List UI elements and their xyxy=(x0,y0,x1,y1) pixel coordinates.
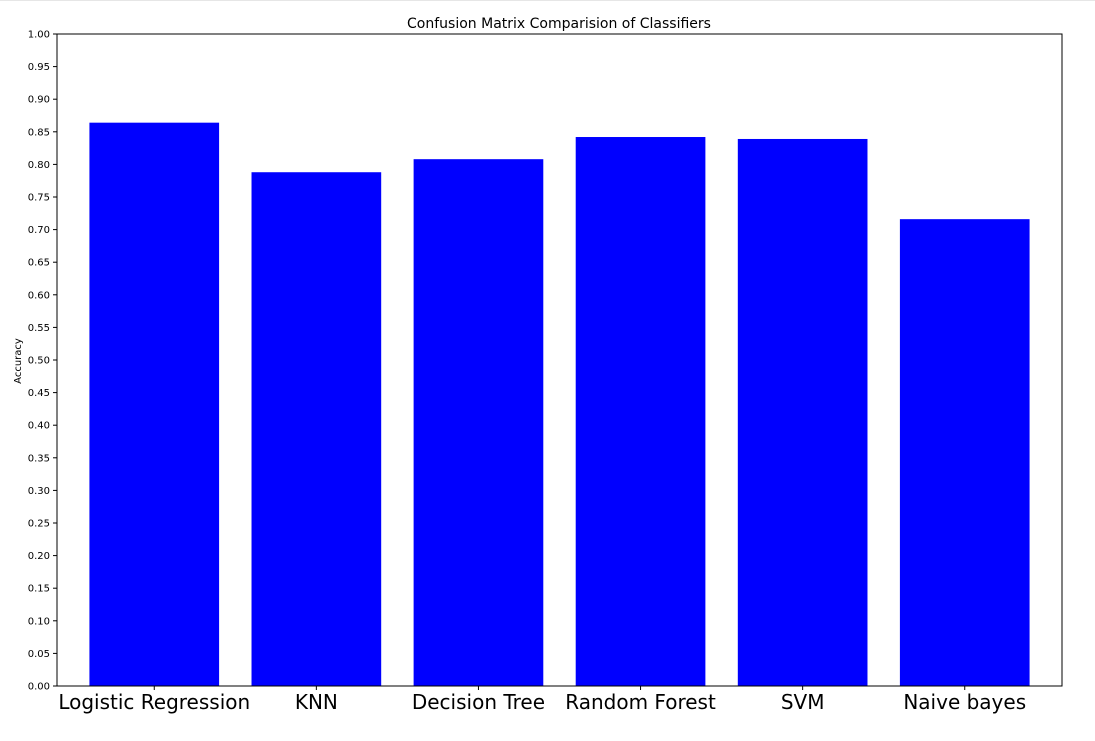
y-tick-label: 0.90 xyxy=(28,95,50,106)
bars xyxy=(89,122,1030,687)
y-tick-label: 0.30 xyxy=(28,486,50,497)
y-axis-label: Accuracy xyxy=(13,338,24,384)
y-tick-label: 0.70 xyxy=(28,225,50,236)
y-tick-label: 0.40 xyxy=(28,421,50,432)
y-tick-label: 0.15 xyxy=(28,584,50,595)
y-axis: 0.00 0.05 0.10 0.15 0.20 0.25 0.30 0.35 0.40 0.45… xyxy=(28,30,57,693)
y-tick-label: 0.20 xyxy=(28,551,50,562)
y-tick-label: 0.85 xyxy=(28,127,50,138)
x-tick-label: KNN xyxy=(295,690,338,714)
y-tick-label: 0.35 xyxy=(28,453,50,464)
x-axis: Logistic Regression KNN Decision Tree Rando… xyxy=(58,686,1026,714)
y-tick-label: 0.75 xyxy=(28,193,50,204)
y-tick-label: 0.45 xyxy=(28,388,50,399)
bar-logistic-regression xyxy=(89,122,220,686)
chart-title: Confusion Matrix Comparision of Classifi… xyxy=(407,16,711,32)
window-top-border xyxy=(0,0,1095,1)
y-tick-label: 0.65 xyxy=(28,258,50,269)
x-tick-label: SVM xyxy=(781,690,825,714)
y-tick-label: 0.55 xyxy=(28,323,50,334)
y-tick-label: 0.60 xyxy=(28,290,50,301)
y-tick-label: 0.95 xyxy=(28,62,50,73)
bar-knn xyxy=(251,172,382,686)
y-tick-label: 0.25 xyxy=(28,519,50,530)
y-tick-label: 1.00 xyxy=(28,30,50,41)
bar-svm xyxy=(737,138,868,687)
y-tick-label: 0.00 xyxy=(28,682,50,693)
x-tick-label: Naive bayes xyxy=(903,690,1026,714)
y-tick-label: 0.50 xyxy=(28,356,50,367)
y-tick-label: 0.05 xyxy=(28,649,50,660)
y-tick-label: 0.10 xyxy=(28,616,50,627)
bar-naive-bayes xyxy=(899,219,1030,686)
x-tick-label: Logistic Regression xyxy=(58,690,250,714)
bar-random-forest xyxy=(575,137,706,687)
x-tick-label: Random Forest xyxy=(565,690,716,714)
x-tick-label: Decision Tree xyxy=(412,690,545,714)
plot-frame xyxy=(56,33,1063,687)
bar-decision-tree xyxy=(413,159,544,686)
y-tick-label: 0.80 xyxy=(28,160,50,171)
